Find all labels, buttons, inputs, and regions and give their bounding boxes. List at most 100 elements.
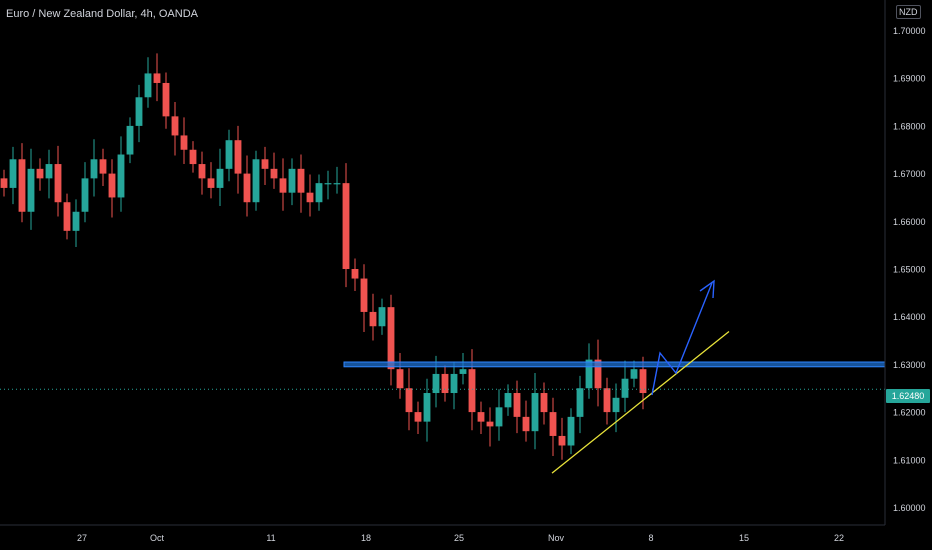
projection-path: [651, 282, 713, 396]
candle-body: [171, 116, 179, 136]
candle-body: [558, 435, 566, 446]
candle-body: [315, 183, 323, 203]
candle-body: [387, 307, 395, 370]
candle-body: [297, 168, 305, 193]
candle-body: [198, 164, 206, 179]
candle-body: [630, 369, 638, 379]
candle-body: [450, 373, 458, 394]
candle-body: [351, 269, 359, 279]
candle-body: [423, 393, 431, 422]
candle-body: [459, 369, 467, 374]
candle-body: [27, 168, 35, 212]
last-price-badge: 1.62480: [886, 389, 930, 403]
candle-body: [90, 159, 98, 179]
candle-body: [189, 149, 197, 165]
candle-body: [108, 173, 116, 198]
candle-body: [486, 421, 494, 427]
candle-body: [549, 412, 557, 436]
candle-body: [117, 154, 125, 198]
price-tick-label: 1.69000: [893, 74, 926, 84]
time-tick-label: Nov: [548, 533, 565, 543]
candle-body: [126, 125, 134, 155]
currency-badge[interactable]: NZD: [896, 5, 921, 19]
candle-body: [306, 192, 314, 203]
candle-body: [621, 378, 629, 398]
price-tick-label: 1.67000: [893, 169, 926, 179]
time-tick-label: 8: [648, 533, 653, 543]
price-axis[interactable]: 1.60000 1.61000 1.62000 1.63000 1.64000 1.650…: [884, 0, 926, 525]
candle-body: [531, 393, 539, 432]
candle-body: [72, 211, 80, 231]
candle-body: [63, 202, 71, 231]
ascending-trendline: [551, 330, 730, 474]
candle-body: [342, 183, 350, 269]
candle-body: [180, 135, 188, 150]
time-tick-label: 27: [77, 533, 87, 543]
candle-body: [162, 82, 170, 117]
candle-body: [135, 97, 143, 126]
candle-body: [9, 159, 17, 188]
candle-body: [432, 373, 440, 394]
price-tick-label: 1.63000: [893, 360, 926, 370]
candle-body: [54, 164, 62, 203]
time-axis[interactable]: 27 Oct 11 18 25 Nov 8 15 22: [0, 524, 885, 543]
candle-body: [576, 388, 584, 417]
candle-body: [216, 168, 224, 188]
time-tick-label: 22: [834, 533, 844, 543]
candle-body: [585, 359, 593, 389]
candle-body: [396, 369, 404, 389]
candle-body: [378, 307, 386, 327]
price-tick-label: 1.68000: [893, 121, 926, 131]
candle-body: [369, 311, 377, 327]
chart-title: Euro / New Zealand Dollar, 4h, OANDA: [6, 8, 198, 20]
resistance-zone: [343, 361, 886, 368]
candle-body: [333, 183, 341, 185]
candle-body: [414, 412, 422, 422]
candle-body: [288, 168, 296, 193]
price-tick-label: 1.70000: [893, 26, 926, 36]
candle-body: [81, 178, 89, 212]
candle-body: [468, 369, 476, 413]
candle-body: [36, 168, 44, 179]
candle-body: [522, 416, 530, 432]
time-tick-label: 18: [361, 533, 371, 543]
candle-body: [279, 178, 287, 193]
candle-body: [45, 164, 53, 179]
time-tick-label: Oct: [150, 533, 165, 543]
time-tick-label: 25: [454, 533, 464, 543]
candle-body: [540, 393, 548, 413]
candle-body: [639, 369, 647, 394]
candle-body: [252, 159, 260, 203]
candle-body: [360, 278, 368, 312]
candle-body: [324, 183, 332, 185]
candle-body: [270, 168, 278, 179]
price-tick-label: 1.66000: [893, 217, 926, 227]
candle-body: [567, 416, 575, 446]
candle-body: [243, 173, 251, 203]
candle-body: [441, 373, 449, 394]
candle-body: [144, 73, 152, 98]
candle-body: [207, 178, 215, 188]
candle-body: [603, 388, 611, 413]
price-tick-label: 1.62000: [893, 408, 926, 418]
time-tick-label: 15: [739, 533, 749, 543]
candle-body: [594, 359, 602, 389]
price-tick-label: 1.61000: [893, 455, 926, 465]
candle-body: [612, 397, 620, 413]
candle-body: [495, 407, 503, 427]
candle-body: [477, 412, 485, 422]
candle-body: [261, 159, 269, 169]
candle-body: [405, 388, 413, 413]
candlesticks: [0, 53, 647, 460]
projection-arrowhead: [699, 279, 715, 299]
candle-body: [153, 73, 161, 83]
candle-body: [99, 159, 107, 174]
price-tick-label: 1.65000: [893, 265, 926, 275]
candle-body: [513, 393, 521, 417]
candle-body: [234, 140, 242, 174]
candle-body: [225, 140, 233, 169]
time-tick-label: 11: [266, 533, 275, 543]
candle-body: [18, 159, 26, 212]
candle-body: [504, 393, 512, 408]
